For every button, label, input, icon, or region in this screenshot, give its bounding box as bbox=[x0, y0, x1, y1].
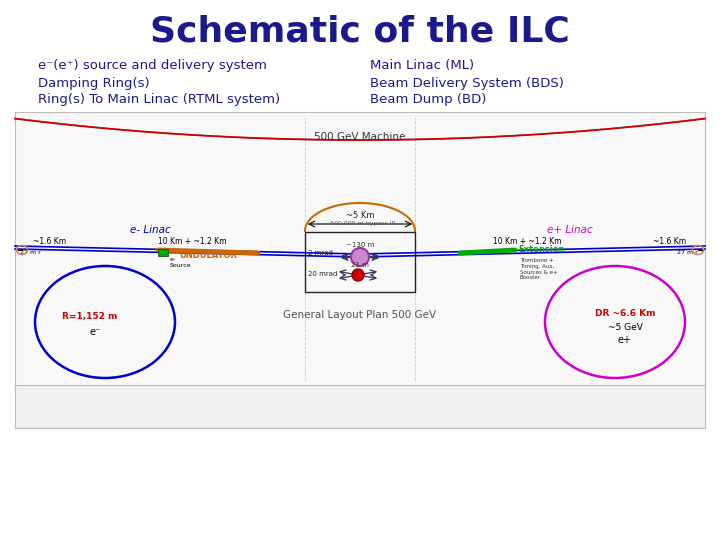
Text: General Layout Plan 500 GeV: General Layout Plan 500 GeV bbox=[284, 310, 436, 320]
Text: 20 mrad: 20 mrad bbox=[308, 271, 338, 277]
Text: ~5 GeV: ~5 GeV bbox=[608, 322, 642, 332]
Ellipse shape bbox=[351, 248, 369, 266]
Text: ~5 Km: ~5 Km bbox=[346, 211, 374, 220]
Text: 500 GeV Machine: 500 GeV Machine bbox=[315, 132, 405, 142]
Ellipse shape bbox=[352, 269, 364, 281]
Text: 21 m: 21 m bbox=[351, 262, 369, 268]
Bar bbox=[15, 385, 705, 428]
Text: UNDULATOR: UNDULATOR bbox=[179, 252, 237, 260]
Text: Schematic of the ILC: Schematic of the ILC bbox=[150, 15, 570, 49]
Text: 10 Km + ~1.2 Km: 10 Km + ~1.2 Km bbox=[492, 238, 562, 246]
Text: DR ~6.6 Km: DR ~6.6 Km bbox=[595, 309, 655, 319]
Text: e+: e+ bbox=[618, 335, 632, 345]
Text: R=1,152 m: R=1,152 m bbox=[63, 313, 117, 321]
Text: e+ Linac: e+ Linac bbox=[547, 225, 593, 235]
Bar bbox=[15, 112, 705, 385]
Text: 27 m r: 27 m r bbox=[678, 251, 698, 255]
Text: Trombono +
Timing, Aux,
Sources & e+
Booster: Trombono + Timing, Aux, Sources & e+ Boo… bbox=[520, 258, 558, 280]
Text: Beam Dump (BD): Beam Dump (BD) bbox=[370, 93, 487, 106]
Bar bbox=[305, 232, 415, 292]
Text: 27 m r: 27 m r bbox=[20, 251, 41, 255]
Text: Beam Delivery System (BDS): Beam Delivery System (BDS) bbox=[370, 77, 564, 90]
Text: ~1.6 Km: ~1.6 Km bbox=[33, 238, 66, 246]
Text: e-
Source: e- Source bbox=[170, 257, 192, 268]
Bar bbox=[158, 249, 168, 256]
Text: ~130 m: ~130 m bbox=[346, 242, 374, 248]
Text: Ring(s) To Main Linac (RTML system): Ring(s) To Main Linac (RTML system) bbox=[38, 93, 280, 106]
Text: Extension: Extension bbox=[518, 246, 564, 254]
Text: Main Linac (ML): Main Linac (ML) bbox=[370, 59, 474, 72]
Text: ~500,000 m bypass IR: ~500,000 m bypass IR bbox=[325, 221, 395, 226]
Text: e- Linac: e- Linac bbox=[130, 225, 171, 235]
Text: Damping Ring(s): Damping Ring(s) bbox=[38, 77, 150, 90]
Bar bbox=[15, 385, 705, 428]
Text: e⁻(e⁺) source and delivery system: e⁻(e⁺) source and delivery system bbox=[38, 59, 267, 72]
Text: ~1.6 Km: ~1.6 Km bbox=[654, 238, 687, 246]
Text: 10 Km + ~1.2 Km: 10 Km + ~1.2 Km bbox=[158, 238, 226, 246]
Text: e⁻: e⁻ bbox=[89, 327, 101, 337]
Text: 2 mrad: 2 mrad bbox=[308, 250, 333, 256]
